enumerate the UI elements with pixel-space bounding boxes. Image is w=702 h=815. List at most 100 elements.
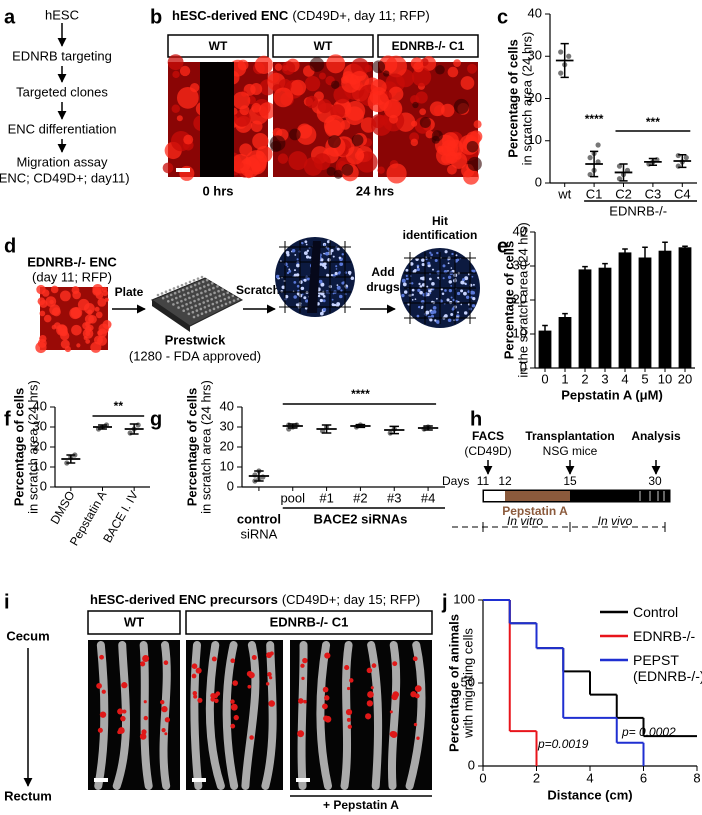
plate-well [178, 295, 182, 298]
error-bar [602, 262, 608, 273]
well-speckle [417, 305, 421, 309]
well-speckle [428, 277, 432, 281]
plate-well [190, 306, 194, 309]
plate-well [176, 285, 180, 289]
group-label: WT [124, 614, 144, 629]
group-box [87, 610, 181, 635]
well-speckle [472, 297, 476, 301]
cell-blob [313, 153, 331, 171]
well-speckle [434, 258, 438, 262]
error-bar [562, 312, 568, 322]
well-speckle [444, 289, 447, 292]
plate-well [224, 302, 228, 306]
dark-patch [412, 101, 419, 109]
error-bar [622, 248, 628, 257]
scratch [307, 241, 321, 313]
error-bar [589, 150, 599, 178]
well-speckle [451, 252, 454, 256]
well-speckle [341, 253, 344, 256]
y-tick-label: 10 [528, 132, 542, 147]
plate-well [227, 296, 231, 299]
cell-blob [95, 291, 104, 300]
cell-blob [450, 152, 468, 169]
rfp-cell [371, 663, 377, 668]
y-axis-label: Percentage of cells [11, 388, 26, 507]
well-speckle [304, 240, 308, 244]
rfp-cell [230, 703, 238, 711]
rfp-cell [191, 673, 197, 679]
cell-blob [45, 296, 57, 307]
rfp-cell [139, 661, 146, 667]
rfp-cell [302, 657, 308, 664]
annotation: p= 0.0002 [621, 725, 676, 739]
well-speckle [429, 292, 432, 295]
plate-well [196, 277, 200, 280]
well-speckle [456, 258, 460, 262]
group-label: EDNRB-/- [609, 203, 667, 218]
plate-well [211, 302, 215, 306]
well-speckle [447, 262, 450, 265]
plate-well [188, 296, 191, 300]
rfp-cell [143, 715, 148, 721]
x-tick-label: 2 [581, 371, 588, 386]
rfp-cell [121, 682, 128, 689]
y-tick-label: 30 [220, 418, 234, 433]
well-speckle [427, 261, 431, 265]
gut-image [290, 640, 432, 790]
error-bar [321, 424, 332, 434]
well-speckle [288, 268, 291, 271]
well-speckle [426, 285, 429, 288]
well-speckle [303, 278, 307, 282]
plate-well [236, 297, 240, 301]
cell-blob [296, 124, 317, 145]
rfp-cell [323, 715, 329, 722]
rfp-cell [269, 651, 274, 656]
dark-patch [328, 135, 341, 148]
cell-blob [377, 166, 385, 174]
well-speckle [320, 282, 325, 287]
well-speckle [470, 290, 475, 295]
well-speckle [303, 296, 307, 300]
error-bar [662, 241, 668, 260]
well-speckle [293, 295, 297, 299]
well-speckle [461, 281, 465, 285]
rfp-cell [232, 680, 239, 686]
in-vitro-untreated [484, 491, 505, 501]
plate-well [226, 291, 230, 295]
well-speckle [411, 299, 414, 301]
x-tick-label: C1 [586, 186, 603, 201]
phase-label: In vivo [598, 514, 633, 528]
group-label: EDNRB-/- C1 [270, 614, 349, 629]
step-label: Hit [432, 214, 448, 228]
rfp-cell [143, 700, 147, 704]
library-label: Prestwick [165, 332, 226, 347]
rfp-cell [160, 700, 165, 705]
bar [558, 317, 572, 368]
scale-bar [296, 778, 310, 782]
scratch [200, 62, 234, 177]
y-tick-label: 0 [520, 359, 527, 374]
well-speckle [429, 318, 433, 322]
error-bar [642, 246, 648, 269]
replicate-point [558, 49, 564, 55]
well-speckle [301, 241, 304, 245]
well-speckle [471, 275, 474, 278]
cell-blob [232, 91, 251, 110]
rfp-cell [322, 686, 329, 693]
panel-title: hESC-derived ENC (CD49D+, day 11; RFP) [172, 8, 430, 23]
cell-blob [318, 72, 326, 80]
rfp-cell [139, 733, 147, 740]
well-speckle [421, 262, 425, 267]
well-speckle [430, 253, 433, 257]
well-speckle [338, 271, 341, 274]
rfp-cell [230, 699, 235, 704]
well-speckle [301, 293, 304, 296]
well-speckle [420, 307, 423, 310]
plate-well [184, 282, 188, 285]
step-label: Plate [115, 285, 144, 299]
plate-well [198, 302, 202, 306]
gut [388, 641, 401, 790]
plate-well [165, 295, 169, 298]
error-bar [129, 423, 139, 435]
